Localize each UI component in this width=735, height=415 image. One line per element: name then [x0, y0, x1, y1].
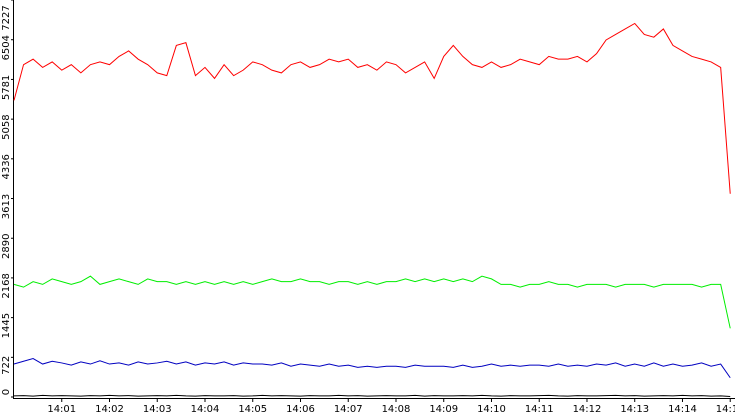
x-tick-label: 14:02	[95, 404, 124, 415]
y-tick-label: 5058	[1, 114, 12, 139]
y-tick-label: 7227	[1, 5, 12, 30]
y-tick-label: 6504	[1, 35, 12, 60]
y-tick-label: 2890	[1, 234, 12, 259]
x-tick-label: 14:09	[429, 404, 458, 415]
x-tick-label: 14:05	[238, 404, 267, 415]
y-tick-label: 722	[1, 356, 12, 375]
x-tick-label: 14:10	[477, 404, 506, 415]
y-tick-label: 3613	[1, 194, 12, 219]
x-tick-label: 14:11	[525, 404, 554, 415]
x-tick-label: 14:04	[191, 404, 220, 415]
y-tick-label: 4336	[1, 154, 12, 179]
x-tick-label: 14:08	[382, 404, 411, 415]
x-tick-label: 14:13	[620, 404, 649, 415]
x-tick-label: 14:12	[573, 404, 602, 415]
y-tick-label: 2168	[1, 273, 12, 298]
series-line	[13, 275, 731, 329]
y-tick-label: 5781	[1, 75, 12, 100]
series-line	[13, 394, 731, 397]
x-tick-label: 14:15	[716, 404, 735, 415]
y-tick-label: 0	[1, 389, 12, 395]
x-tick-label: 14:07	[334, 404, 363, 415]
series-line	[13, 358, 731, 379]
y-tick-label: 1445	[1, 313, 12, 338]
series-line	[13, 22, 731, 194]
x-tick-label: 14:14	[668, 404, 697, 415]
x-tick-label: 14:01	[47, 404, 76, 415]
x-tick-label: 14:03	[143, 404, 172, 415]
x-tick-label: 14:06	[286, 404, 315, 415]
